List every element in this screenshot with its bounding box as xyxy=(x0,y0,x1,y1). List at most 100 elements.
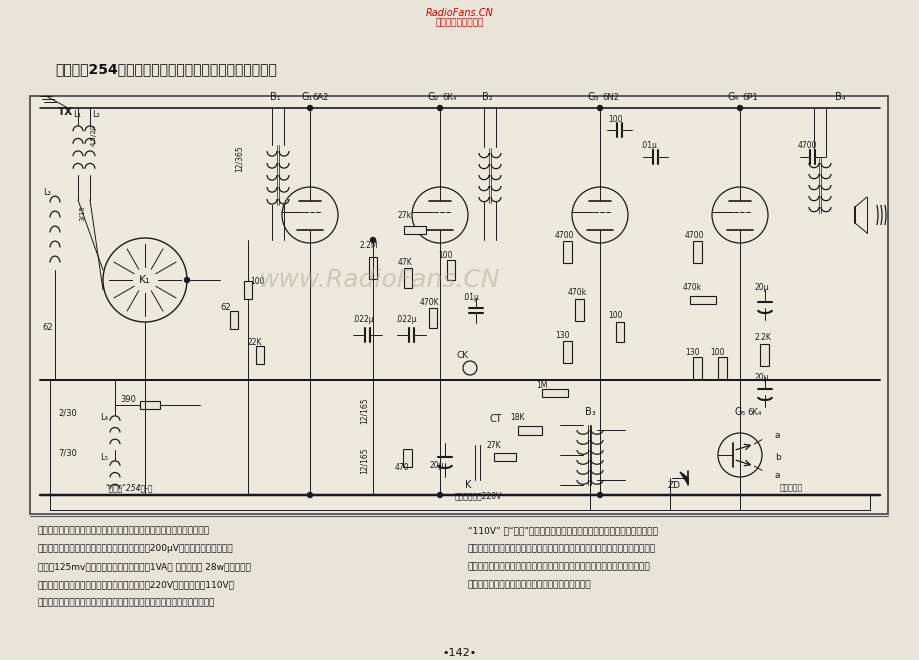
Bar xyxy=(718,357,727,379)
Text: 27K: 27K xyxy=(486,441,501,450)
Text: 100: 100 xyxy=(437,251,452,260)
Text: 47K: 47K xyxy=(398,258,413,267)
Text: 机后具在电源交接接触器，在出厂时一般均接为220V；如果当地是110V之: 机后具在电源交接接触器，在出厂时一般均接为220V；如果当地是110V之 xyxy=(38,580,234,589)
Bar xyxy=(689,296,715,304)
Bar xyxy=(575,299,584,321)
Text: 12/365: 12/365 xyxy=(234,145,244,172)
Text: 100: 100 xyxy=(709,348,724,357)
Text: a: a xyxy=(774,431,779,440)
Text: 12/165: 12/165 xyxy=(359,447,369,474)
Text: “110V” 与“白点”标记对准，然后使用。使用电蒙机如果产生嘲音时，可: “110V” 与“白点”标记对准，然后使用。使用电蒙机如果产生嘲音时，可 xyxy=(468,526,657,535)
Text: 12/165: 12/165 xyxy=(359,397,369,424)
Text: 470: 470 xyxy=(394,463,409,472)
Text: 22K: 22K xyxy=(248,338,262,347)
Text: 主音管特性: 主音管特性 xyxy=(779,483,802,492)
Text: G₁: G₁ xyxy=(301,92,313,102)
Bar xyxy=(428,308,437,328)
Text: K₁: K₁ xyxy=(139,275,151,285)
Polygon shape xyxy=(679,472,687,484)
Bar xyxy=(562,341,572,363)
Text: L₄: L₄ xyxy=(100,413,108,422)
Bar xyxy=(403,268,412,288)
Text: 1M: 1M xyxy=(536,381,547,390)
Text: L₂: L₂ xyxy=(92,110,100,119)
Text: •142•: •142• xyxy=(442,648,477,658)
Circle shape xyxy=(307,106,312,110)
Text: 62: 62 xyxy=(220,303,231,312)
Text: .022μ: .022μ xyxy=(394,315,416,324)
Text: 4700: 4700 xyxy=(554,231,573,240)
Bar xyxy=(403,449,412,467)
Text: CT: CT xyxy=(490,414,502,424)
Text: 62: 62 xyxy=(42,323,52,332)
Text: 100: 100 xyxy=(607,311,622,320)
Text: 可使用室外天线，但必须装设避雷装置，以防雷击。: 可使用室外天线，但必须装设避雷装置，以防雷击。 xyxy=(468,580,591,589)
Text: 4700: 4700 xyxy=(797,141,817,150)
Bar xyxy=(140,401,160,409)
Text: L₅: L₅ xyxy=(100,453,108,462)
Text: ZD: ZD xyxy=(667,481,680,490)
Text: 4700: 4700 xyxy=(685,231,704,240)
Text: 【说明】本机系台式结构，灵敏度高，选择性好，具有音调控制器。适于: 【说明】本机系台式结构，灵敏度高，选择性好，具有音调控制器。适于 xyxy=(38,526,210,535)
Text: 电源电压，在开开电源之前，用起子（或硬币）拨转交接接触器的盖头，使: 电源电压，在开开电源之前，用起子（或硬币）拨转交接接触器的盖头，使 xyxy=(38,598,215,607)
Bar xyxy=(255,346,264,364)
Text: 6A2: 6A2 xyxy=(312,93,328,102)
Text: 6K₄: 6K₄ xyxy=(746,408,761,417)
Text: .022μ: .022μ xyxy=(352,315,373,324)
Bar xyxy=(541,389,567,397)
Text: 100: 100 xyxy=(250,277,265,286)
Bar xyxy=(494,453,516,461)
Text: 470k: 470k xyxy=(682,283,701,292)
Text: a: a xyxy=(774,471,779,480)
Text: 工农兵牌254型交流五管二波段（上海无线电二厂产品）: 工农兵牌254型交流五管二波段（上海无线电二厂产品） xyxy=(55,62,277,76)
Text: K: K xyxy=(464,480,471,490)
Text: 2.2M: 2.2M xyxy=(359,241,378,250)
Text: 不差于125mv，不失真输出功率，不差于1VA； 电力消耗， 28w左右。本机: 不差于125mv，不失真输出功率，不差于1VA； 电力消耗， 28w左右。本机 xyxy=(38,562,251,571)
Bar xyxy=(693,241,702,263)
Circle shape xyxy=(307,492,312,498)
Text: B₁: B₁ xyxy=(269,92,280,102)
Text: L₃: L₃ xyxy=(43,188,51,197)
Text: b: b xyxy=(774,453,780,462)
Text: G₃: G₃ xyxy=(587,92,599,102)
Bar xyxy=(369,257,377,279)
Text: 20μ: 20μ xyxy=(754,283,768,292)
Text: G₂: G₂ xyxy=(427,92,439,102)
Bar xyxy=(517,426,541,434)
Text: 6P1: 6P1 xyxy=(742,93,757,102)
Text: 2.2K: 2.2K xyxy=(754,333,771,342)
Text: 收音时应将拾音头拔去。地线在一般情况下以连接为宜，欲接收远地电台时，: 收音时应将拾音头拔去。地线在一般情况下以连接为宜，欲接收远地电台时， xyxy=(468,562,650,571)
Text: CK: CK xyxy=(457,351,469,360)
Circle shape xyxy=(185,277,189,282)
Text: 470k: 470k xyxy=(567,288,586,297)
Bar xyxy=(244,281,252,299)
Text: "工农兵"254五-二: "工农兵"254五-二 xyxy=(105,483,153,492)
Text: 7/30: 7/30 xyxy=(58,448,77,457)
Text: 6K₄: 6K₄ xyxy=(441,93,456,102)
Circle shape xyxy=(370,238,375,242)
Circle shape xyxy=(737,106,742,110)
Text: G₄: G₄ xyxy=(727,92,739,102)
Text: 18K: 18K xyxy=(509,413,524,422)
Text: RadioFans.CN: RadioFans.CN xyxy=(425,8,494,18)
Circle shape xyxy=(437,106,442,110)
Text: .01μ: .01μ xyxy=(461,293,479,302)
Text: 交流插座接于220V: 交流插座接于220V xyxy=(455,491,502,500)
Bar xyxy=(403,226,425,234)
Text: B₂: B₂ xyxy=(482,92,492,102)
Text: 3/15: 3/15 xyxy=(79,205,85,221)
Text: 收音机爱好者资料库: 收音机爱好者资料库 xyxy=(436,18,483,27)
Bar xyxy=(562,241,572,263)
Circle shape xyxy=(437,492,442,498)
Bar xyxy=(616,322,623,342)
Text: TX: TX xyxy=(58,107,74,117)
Text: 将拾音头方向互换，同时应将调谐旋鈕将旋至无电台处，以免电台信号干扰。当: 将拾音头方向互换，同时应将调谐旋鈕将旋至无电台处，以免电台信号干扰。当 xyxy=(468,544,655,553)
Bar xyxy=(760,344,768,366)
Text: 27k: 27k xyxy=(398,211,412,220)
Text: 收听不同音色之节目，整机相对灵敏度，不差于200μV；给音机插口灵敏度，: 收听不同音色之节目，整机相对灵敏度，不差于200μV；给音机插口灵敏度， xyxy=(38,544,233,553)
Text: 470K: 470K xyxy=(420,298,439,307)
Text: 390: 390 xyxy=(119,395,136,404)
Text: 4.5/20: 4.5/20 xyxy=(91,124,96,146)
Bar xyxy=(693,357,702,379)
Text: 100: 100 xyxy=(607,115,622,124)
